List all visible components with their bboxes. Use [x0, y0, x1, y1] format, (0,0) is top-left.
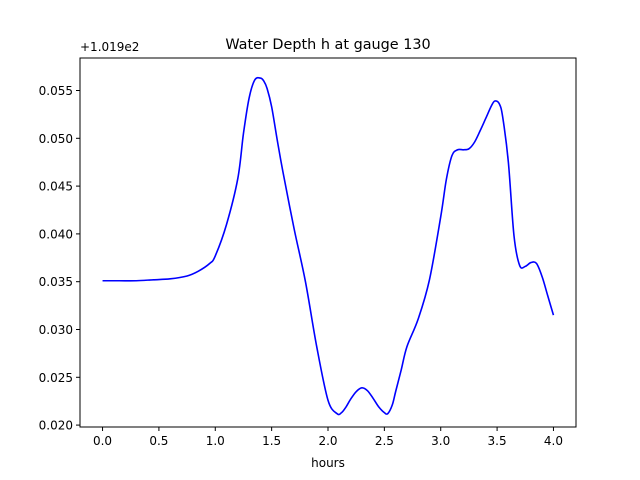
x-tick-label: 1.0 [206, 434, 225, 448]
series-line [102, 76, 555, 416]
x-tick-label: 4.0 [544, 434, 563, 448]
x-axis-label: hours [311, 456, 345, 470]
x-tick-label: 3.0 [431, 434, 450, 448]
y-tick-label: 0.040 [39, 227, 73, 241]
plot-frame [79, 57, 577, 428]
y-offset-label: +1.019e2 [80, 40, 139, 54]
series-layer [102, 76, 555, 416]
x-tick-label: 1.5 [262, 434, 281, 448]
x-axis: 0.0 0.5 1.0 1.5 2.0 2.5 3.0 3.5 4.0 [93, 427, 563, 448]
x-tick-label: 2.0 [318, 434, 337, 448]
chart-title: Water Depth h at gauge 130 [225, 37, 430, 53]
y-tick-label: 0.030 [39, 323, 73, 337]
x-tick-label: 2.5 [375, 434, 394, 448]
x-tick-label: 0.5 [149, 434, 168, 448]
y-tick-label: 0.055 [39, 84, 73, 98]
y-tick-label: 0.020 [39, 419, 73, 433]
x-tick-label: 3.5 [488, 434, 507, 448]
x-tick-label: 0.0 [93, 434, 112, 448]
y-axis: 0.020 0.025 0.030 0.035 0.040 0.045 0.050 0.055 [39, 84, 80, 433]
y-tick-label: 0.035 [39, 275, 73, 289]
y-tick-label: 0.050 [39, 132, 73, 146]
y-tick-label: 0.025 [39, 371, 73, 385]
y-tick-label: 0.045 [39, 180, 73, 194]
